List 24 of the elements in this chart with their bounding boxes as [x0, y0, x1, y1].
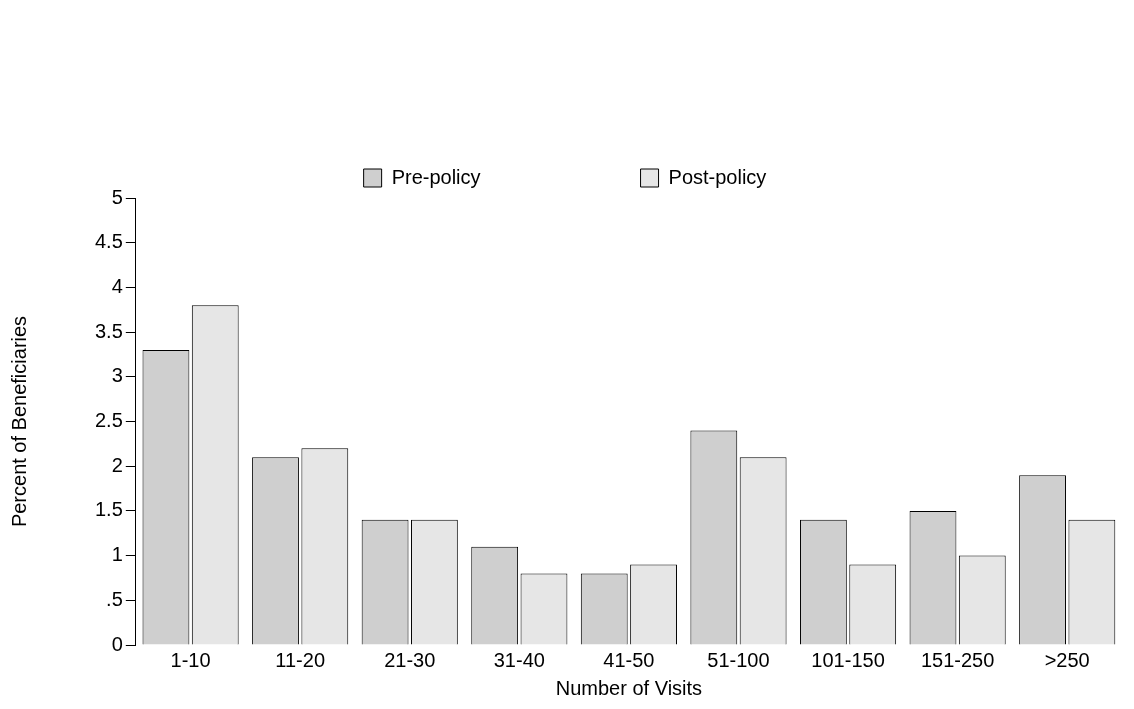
y-tick-label: 3.5	[94, 319, 123, 342]
y-tick-label: 2.5	[94, 409, 123, 432]
x-axis-title: Number of Visits	[555, 676, 703, 699]
x-tick-label: 101-150	[811, 648, 885, 671]
x-tick-label: 11-20	[275, 648, 325, 671]
y-tick-label: 5	[111, 185, 123, 208]
x-tick-label: 31-40	[493, 648, 545, 671]
y-tick-label: 4.5	[94, 230, 123, 253]
x-tick-label: 21-30	[384, 648, 436, 671]
x-tick-label: 51-100	[707, 648, 770, 671]
x-tick-label: 41-50	[603, 648, 655, 671]
y-tick-label: .5	[106, 587, 123, 610]
x-tick-label: >250	[1044, 648, 1090, 671]
legend-label: Pre-policy	[391, 165, 481, 188]
y-tick-label: 0	[111, 632, 123, 655]
y-tick-label: 1.5	[94, 498, 123, 521]
y-tick-label: 2	[111, 453, 123, 476]
y-tick-label: 1	[111, 543, 123, 566]
y-tick-label: 4	[111, 274, 123, 297]
x-tick-label: 151-250	[920, 648, 995, 671]
y-tick-label: 3	[111, 364, 123, 387]
y-axis-title: Percent of Beneficiaries	[7, 315, 30, 528]
x-tick-label: 1-10	[170, 648, 211, 671]
legend-label: Post-policy	[668, 165, 767, 188]
